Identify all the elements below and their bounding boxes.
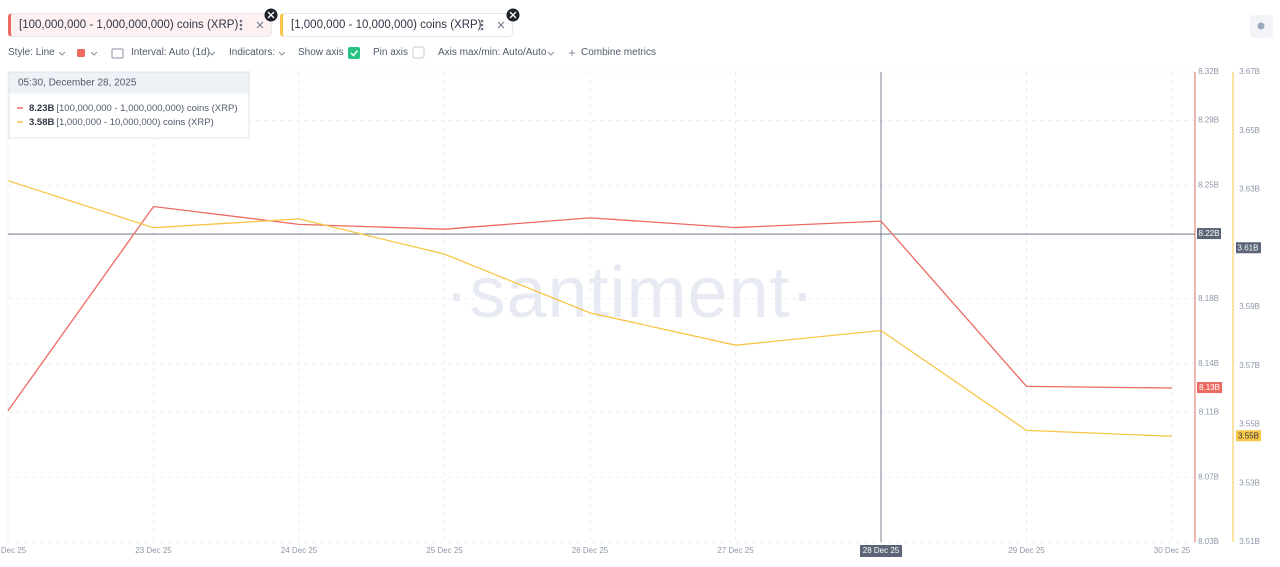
tooltip-item: 3.58B [1,000,000 - 10,000,000) coins (XRP…: [29, 117, 214, 128]
tooltip: 05:30, December 28, 2025 8.23B [100,000,0…: [8, 71, 250, 139]
tooltip-name: [1,000,000 - 10,000,000) coins (XRP): [56, 117, 213, 128]
color-swatch[interactable]: [77, 49, 85, 57]
x-tick-label: 28 Dec 25: [863, 546, 900, 555]
combine-metrics[interactable]: Combine metrics: [581, 47, 657, 58]
crosshair-label: 3.61B: [1238, 243, 1259, 252]
settings-button[interactable]: [1250, 15, 1273, 38]
crosshair-label: 8.22B: [1199, 229, 1220, 238]
last-value-bg: [1236, 430, 1261, 442]
x-tick-label: 23 Dec 25: [135, 546, 172, 555]
y2-tick-label: 3.63B: [1239, 185, 1260, 194]
x-tick-label: 24 Dec 25: [281, 546, 318, 555]
y-tick-label: 8.18B: [1198, 294, 1219, 303]
plot: 8.22B 3.61B 8.13B 3.55B: [7, 72, 1261, 542]
y2-tick-label: 3.55B: [1239, 420, 1260, 429]
last-value-bg: [1197, 382, 1222, 394]
tooltip-item: 8.23B [100,000,000 - 1,000,000,000) coins…: [29, 103, 238, 114]
x-tick-highlight: [860, 545, 902, 557]
y-tick-label: 8.11B: [1199, 407, 1219, 416]
metric-tag-label: [100,000,000 - 1,000,000,000) coins (XRP…: [19, 19, 239, 31]
checkbox[interactable]: [348, 47, 360, 59]
y-tick-label: 8.14B: [1198, 359, 1219, 368]
crosshair-label-bg: [1236, 242, 1261, 254]
metric-tag-label: [1,000,000 - 10,000,000) coins (XRP): [291, 19, 482, 31]
metric-tag[interactable]: [1,000,000 - 10,000,000) coins (XRP): [280, 13, 513, 37]
x-tick-label: 25 Dec 25: [426, 546, 463, 555]
interval-select[interactable]: Interval: Auto (1d): [131, 47, 210, 58]
x-tick-label: 22 Dec 25: [0, 546, 27, 555]
y2-tick-label: 3.57B: [1239, 361, 1260, 370]
x-tick-label: 29 Dec 25: [1008, 546, 1045, 555]
tooltip-value: 3.58B: [29, 117, 54, 128]
toolbar-icons: [58, 46, 575, 59]
y2-tick-label: 3.59B: [1239, 302, 1260, 311]
axis-minmax-select[interactable]: Axis max/min: Auto/Auto: [438, 47, 547, 58]
indicators-select[interactable]: Indicators:: [229, 47, 276, 58]
x-tick-label: 30 Dec 25: [1154, 546, 1191, 555]
style-select[interactable]: Style: Line: [8, 47, 55, 58]
y2-tick-label: 3.51B: [1239, 537, 1260, 546]
y2-tick-label: 3.67B: [1239, 67, 1260, 76]
series-line: [7, 205, 1173, 412]
pin-axis-toggle[interactable]: Pin axis: [373, 47, 409, 58]
y-tick-label: 8.25B: [1198, 181, 1219, 190]
y-tick-label: 8.07B: [1198, 472, 1219, 481]
y-tick-label: 8.03B: [1198, 537, 1219, 546]
close-button[interactable]: [506, 8, 520, 22]
y2-tick-label: 3.53B: [1239, 478, 1260, 487]
last-value-label: 3.55B: [1238, 431, 1259, 440]
tag-icons: [239, 19, 505, 31]
show-axis-toggle[interactable]: Show axis: [298, 47, 344, 58]
x-tick-label: 27 Dec 25: [717, 546, 754, 555]
last-value-label: 8.13B: [1199, 383, 1220, 392]
y-tick-label: 8.32B: [1198, 67, 1219, 76]
watermark: ·santiment·: [444, 253, 815, 333]
y2-tick-label: 3.65B: [1239, 126, 1260, 135]
tooltip-title: 05:30, December 28, 2025: [18, 78, 137, 89]
x-tick-label: 26 Dec 25: [572, 546, 609, 555]
close-button[interactable]: [264, 8, 278, 22]
metric-tag[interactable]: [100,000,000 - 1,000,000,000) coins (XRP…: [8, 13, 272, 37]
tooltip-name: [100,000,000 - 1,000,000,000) coins (XRP…: [56, 103, 237, 114]
tooltip-value: 8.23B: [29, 103, 54, 114]
series-line: [7, 180, 1173, 437]
y-tick-label: 8.29B: [1198, 116, 1219, 125]
crosshair-label-bg: [1197, 228, 1221, 240]
